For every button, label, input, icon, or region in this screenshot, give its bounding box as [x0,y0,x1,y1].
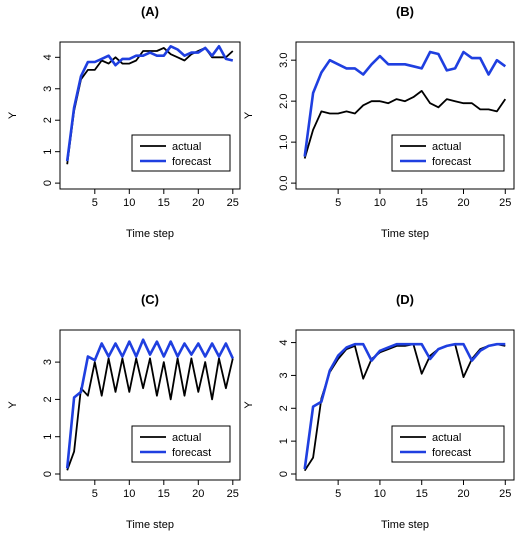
legend-label-actual: actual [432,141,461,153]
x-axis-label: Time step [381,519,429,531]
y-tick-label: 0 [42,471,54,477]
series-line-actual [303,90,507,159]
x-tick-label: 10 [374,197,386,209]
y-axis-label: Y [243,401,255,409]
y-tick-label: 0 [278,471,290,477]
panel-title: (B) [396,4,414,19]
x-tick-label: 25 [227,197,239,209]
legend-box [391,425,505,463]
x-tick-label: 25 [499,488,511,500]
x-tick-label: 25 [227,488,239,500]
y-axis-label: Y [7,111,19,119]
x-tick-label: 10 [123,197,135,209]
y-axis-label: Y [243,111,255,119]
legend-label-actual: actual [172,432,201,444]
panel-title: (C) [141,292,159,307]
series-line-forecast [303,50,507,157]
legend-label-forecast: forecast [432,447,471,459]
x-axis-label: Time step [381,228,429,240]
y-tick-label: 4 [42,54,54,60]
y-tick-label: 1 [42,434,54,440]
x-tick-label: 20 [192,488,204,500]
plot-frame [59,41,241,190]
plot-frame [295,41,515,190]
legend-label-actual: actual [172,141,201,153]
x-tick-label: 5 [92,488,98,500]
y-tick-label: 0 [42,180,54,186]
x-tick-label: 25 [499,197,511,209]
plot-frame [295,329,515,481]
legend-box [391,134,505,172]
x-axis-label: Time step [126,228,174,240]
y-tick-label: 1 [278,438,290,444]
legend-box [131,425,231,463]
x-tick-label: 20 [457,197,469,209]
x-tick-label: 20 [457,488,469,500]
y-tick-label: 2.0 [278,94,290,109]
x-tick-label: 10 [123,488,135,500]
legend-label-forecast: forecast [432,156,471,168]
y-tick-label: 0.0 [278,175,290,190]
y-tick-label: 3 [42,86,54,92]
series-line-forecast [65,44,234,162]
y-tick-label: 2 [278,405,290,411]
y-tick-label: 2 [42,117,54,123]
y-tick-label: 3.0 [278,53,290,68]
panel-1: (B) 5 10 15 20 25 0.0 1.0 2.0 3.0 Time step Yactual… [243,4,515,240]
x-tick-label: 5 [92,197,98,209]
x-tick-label: 15 [158,197,170,209]
x-tick-label: 5 [335,197,341,209]
series-line-forecast [303,342,506,470]
legend-label-forecast: forecast [172,447,211,459]
plot-frame [59,329,241,481]
legend-label-forecast: forecast [172,156,211,168]
series-line-actual [66,357,234,471]
y-tick-label: 4 [278,340,290,346]
legend-label-actual: actual [432,432,461,444]
series-line-forecast [65,338,234,469]
legend-box [131,134,231,172]
x-tick-label: 15 [416,488,428,500]
y-tick-label: 3 [42,359,54,365]
y-tick-label: 1.0 [278,134,290,149]
x-tick-label: 15 [416,197,428,209]
panel-title: (A) [141,4,159,19]
x-tick-label: 15 [158,488,170,500]
x-tick-label: 5 [335,488,341,500]
x-tick-label: 20 [192,197,204,209]
y-tick-label: 2 [42,396,54,402]
x-axis-label: Time step [126,519,174,531]
x-tick-label: 10 [374,488,386,500]
panel-title: (D) [396,292,414,307]
y-axis-label: Y [7,401,19,409]
y-tick-label: 3 [278,372,290,378]
y-tick-label: 1 [42,149,54,155]
